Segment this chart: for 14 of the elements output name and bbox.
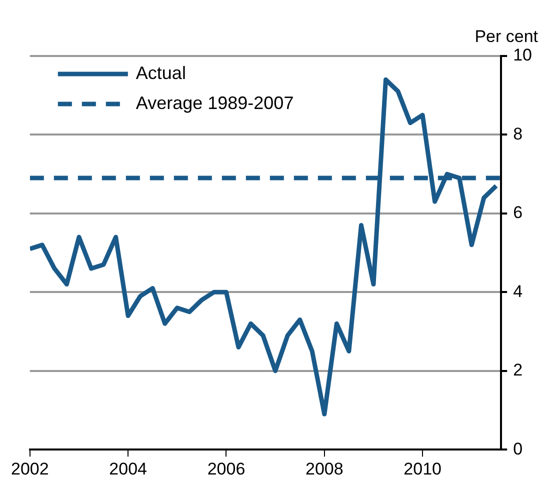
y-tick-label: 4	[513, 282, 523, 301]
x-tick-label: 2010	[404, 459, 442, 478]
y-tick-label: 6	[513, 203, 523, 222]
x-tick-label: 2002	[10, 459, 49, 478]
y-tick-label: 8	[513, 124, 523, 144]
y-tick-label: 0	[513, 439, 523, 458]
x-tick-label: 2008	[305, 459, 344, 478]
y-tick-label: 2	[513, 360, 523, 380]
y-axis-title: Per cent	[474, 27, 538, 46]
y-tick-label: 10	[513, 46, 532, 65]
legend-label: Average 1989-2007	[136, 92, 294, 113]
legend-label: Actual	[136, 62, 186, 83]
x-tick-label: 2006	[207, 459, 246, 478]
x-tick-label: 2004	[109, 459, 147, 478]
